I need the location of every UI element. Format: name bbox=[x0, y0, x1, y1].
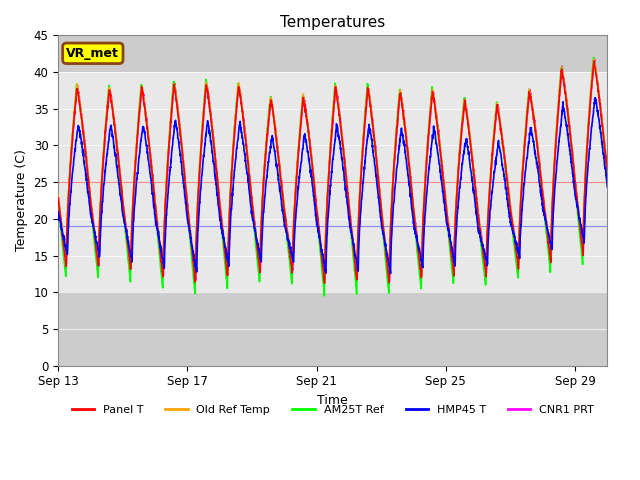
HMP45 T bbox=[387, 271, 394, 276]
AM25T Ref bbox=[590, 55, 598, 60]
CNR1 PRT bbox=[356, 192, 364, 198]
HMP45 T bbox=[604, 184, 611, 190]
Bar bbox=[58, 292, 607, 366]
CNR1 PRT bbox=[54, 193, 62, 199]
Panel T bbox=[166, 137, 173, 143]
Line: AM25T Ref: AM25T Ref bbox=[58, 58, 607, 296]
HMP45 T bbox=[166, 172, 173, 178]
Panel T bbox=[604, 170, 611, 176]
Old Ref Temp bbox=[54, 192, 62, 198]
Line: Panel T: Panel T bbox=[58, 61, 607, 283]
Old Ref Temp bbox=[385, 276, 393, 282]
AM25T Ref bbox=[356, 181, 364, 187]
Panel T bbox=[590, 58, 598, 64]
CNR1 PRT bbox=[487, 169, 495, 175]
AM25T Ref bbox=[173, 99, 180, 105]
CNR1 PRT bbox=[166, 138, 173, 144]
Panel T bbox=[220, 232, 227, 238]
Old Ref Temp bbox=[166, 132, 173, 138]
Line: CNR1 PRT: CNR1 PRT bbox=[58, 59, 607, 281]
Old Ref Temp bbox=[97, 182, 105, 188]
HMP45 T bbox=[54, 209, 62, 215]
Panel T bbox=[97, 187, 105, 193]
AM25T Ref bbox=[54, 200, 62, 206]
Panel T bbox=[487, 165, 495, 171]
HMP45 T bbox=[591, 95, 599, 101]
Bar bbox=[58, 36, 607, 72]
Panel T bbox=[321, 280, 328, 286]
AM25T Ref bbox=[321, 293, 328, 299]
AM25T Ref bbox=[220, 241, 227, 247]
CNR1 PRT bbox=[591, 56, 598, 62]
Old Ref Temp bbox=[356, 186, 364, 192]
X-axis label: Time: Time bbox=[317, 394, 348, 407]
Panel T bbox=[356, 187, 364, 193]
CNR1 PRT bbox=[97, 192, 105, 197]
HMP45 T bbox=[356, 221, 364, 227]
Line: HMP45 T: HMP45 T bbox=[58, 98, 607, 274]
Old Ref Temp bbox=[173, 97, 180, 103]
Text: VR_met: VR_met bbox=[67, 47, 119, 60]
CNR1 PRT bbox=[173, 96, 180, 101]
Y-axis label: Temperature (C): Temperature (C) bbox=[15, 150, 28, 252]
Old Ref Temp bbox=[590, 56, 598, 62]
HMP45 T bbox=[173, 126, 180, 132]
Bar bbox=[58, 72, 607, 292]
HMP45 T bbox=[97, 216, 105, 222]
Line: Old Ref Temp: Old Ref Temp bbox=[58, 59, 607, 279]
HMP45 T bbox=[487, 197, 495, 203]
Old Ref Temp bbox=[487, 166, 495, 172]
CNR1 PRT bbox=[220, 228, 227, 234]
Panel T bbox=[54, 195, 62, 201]
AM25T Ref bbox=[604, 174, 611, 180]
CNR1 PRT bbox=[604, 169, 611, 175]
Old Ref Temp bbox=[604, 168, 611, 174]
AM25T Ref bbox=[97, 184, 105, 190]
AM25T Ref bbox=[166, 131, 173, 136]
Legend: Panel T, Old Ref Temp, AM25T Ref, HMP45 T, CNR1 PRT: Panel T, Old Ref Temp, AM25T Ref, HMP45 … bbox=[67, 401, 598, 420]
AM25T Ref bbox=[487, 165, 495, 171]
Title: Temperatures: Temperatures bbox=[280, 15, 385, 30]
Panel T bbox=[173, 99, 180, 105]
Old Ref Temp bbox=[220, 229, 227, 235]
HMP45 T bbox=[220, 232, 227, 238]
CNR1 PRT bbox=[385, 278, 393, 284]
